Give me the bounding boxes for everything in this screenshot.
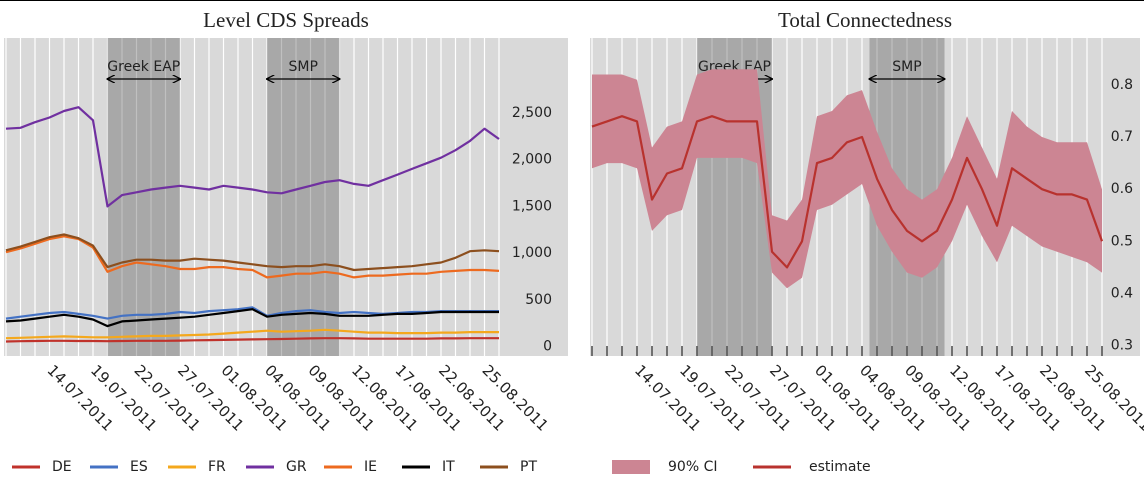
legend-label: estimate [809,459,871,475]
legend-swatch [612,460,650,474]
y-tick-label: 0.4 [1111,285,1133,301]
event-label: SMP [289,59,318,75]
legend-label: IT [442,459,455,475]
series-line [591,115,1104,269]
series-line [5,337,499,343]
series-line [5,328,499,340]
legend-label: IE [364,459,377,475]
y-tick-label: 0.3 [1111,338,1133,354]
event-label: SMP [892,59,921,75]
y-tick-label: 0.7 [1111,129,1133,145]
y-tick-label: 0 [543,339,552,355]
legend-label: DE [52,459,72,475]
series-line [5,306,499,320]
y-tick-label: 2,500 [512,105,552,121]
series-line [5,233,500,272]
legend-label: FR [208,459,226,475]
chart-title: Total Connectedness [778,8,952,32]
y-tick-label: 0.8 [1111,77,1133,93]
series-line [5,308,499,328]
plot-background [4,38,568,356]
event-label: Greek EAP [107,59,180,75]
legend-label: ES [130,459,148,475]
y-tick-label: 0.5 [1111,233,1133,249]
y-tick-label: 1,000 [512,245,552,261]
y-tick-label: 500 [525,292,552,308]
confidence-band [592,69,1102,289]
event-shade [267,38,340,356]
legend-label: GR [286,459,307,475]
y-tick-label: 2,000 [512,152,552,168]
legend-label: 90% CI [668,459,717,475]
series-line [5,106,500,208]
chart-title: Level CDS Spreads [203,8,369,32]
y-tick-label: 1,500 [512,198,552,214]
legend-label: PT [520,459,537,475]
series-line [5,235,500,279]
y-tick-label: 0.6 [1111,181,1133,197]
